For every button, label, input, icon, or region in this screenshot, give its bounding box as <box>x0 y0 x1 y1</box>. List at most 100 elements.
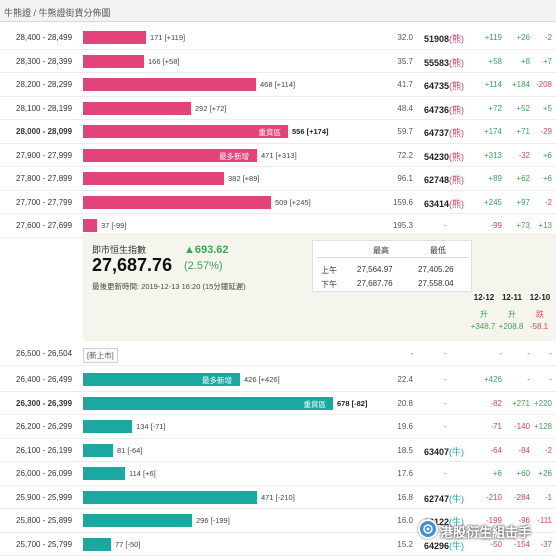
bear-volume-bar[interactable] <box>83 101 191 115</box>
daily-change-c2: -140 <box>513 422 530 431</box>
warrant-type: (熊) <box>449 34 465 44</box>
volume-label: 166 [+58] <box>148 56 180 66</box>
bull-volume-bar[interactable] <box>83 373 240 386</box>
bear-volume-bar[interactable] <box>83 78 256 91</box>
bull-volume-bar[interactable] <box>83 490 257 504</box>
table-row[interactable]: 25,900 - 25,999 471 [-210] 16.8 62747(牛) -21… <box>0 486 556 509</box>
warrant-code-link[interactable]: 54230(熊) <box>424 150 464 163</box>
bull-volume-bar[interactable] <box>83 537 111 551</box>
day-direction: 升 <box>480 310 488 319</box>
new-listing-tag: [新上市] <box>83 348 118 363</box>
warrant-code: 62747 <box>424 493 450 504</box>
daily-change-c2: - <box>527 375 530 384</box>
daily-change-c3: +26 <box>538 469 552 478</box>
warrant-code-link[interactable]: 64296(牛) <box>424 539 464 552</box>
price-range: 27,800 - 27,899 <box>16 174 73 183</box>
warrant-code-link[interactable]: 55583(熊) <box>424 56 464 69</box>
price-range: 26,500 - 26,504 <box>16 349 73 358</box>
table-row[interactable]: 28,200 - 28,299 468 [+114] 41.7 64735(熊) +11… <box>0 73 556 97</box>
bull-volume-bar[interactable] <box>83 467 125 480</box>
warrant-type: (牛) <box>449 493 465 504</box>
warrant-code: - <box>444 221 447 230</box>
warrant-code-link[interactable]: 51908(熊) <box>424 32 464 45</box>
am-label: 上午 <box>321 266 337 275</box>
volume-label: 114 [+6] <box>129 469 156 478</box>
daily-change-c1: +426 <box>483 375 502 384</box>
warrant-code: - <box>444 398 447 408</box>
table-row[interactable]: 28,300 - 28,399 166 [+58] 35.7 55583(熊) +58 +… <box>0 50 556 73</box>
bull-volume-bar[interactable] <box>83 420 132 433</box>
table-row[interactable]: 27,800 - 27,899 382 [+89] 96.1 62748(熊) +89 +… <box>0 167 556 191</box>
table-row[interactable]: 26,200 - 26,299 134 [-71] 19.6 - -71 -140 +128 <box>0 415 556 439</box>
volume-label: 382 [+89] <box>228 174 260 183</box>
price-range: 26,400 - 26,499 <box>16 375 73 384</box>
price-range: 26,200 - 26,299 <box>16 422 73 431</box>
table-row[interactable]: 27,700 - 27,799 509 [+245] 159.6 63414(熊) +2… <box>0 191 556 214</box>
percent-value: 16.8 <box>397 492 413 502</box>
day-direction: 跌 <box>536 310 544 319</box>
percent-value: 72.2 <box>397 150 413 160</box>
price-range: 25,700 - 25,799 <box>16 539 73 549</box>
volume-label: 509 [+245] <box>275 197 311 207</box>
table-row[interactable]: 25,800 - 25,899 296 [-199] 16.0 63122(牛) -19… <box>0 509 556 533</box>
warrant-code: 55583 <box>424 57 450 68</box>
bear-volume-bar[interactable] <box>83 125 288 138</box>
warrant-code-link[interactable]: 64737(熊) <box>424 126 464 139</box>
daily-change-c2: +26 <box>516 33 530 42</box>
warrant-code: 64296 <box>424 540 450 551</box>
hsi-panel: 即市恒生指數 27,687.76 ▲693.62 (2.57%) 最後更新時間:… <box>83 233 556 341</box>
price-range: 26,100 - 26,199 <box>16 445 73 455</box>
volume-label: 292 [+72] <box>195 103 227 113</box>
table-row[interactable]: 26,300 - 26,399 重貨區 678 [-82] 20.8 - -82 +271 +… <box>0 392 556 415</box>
bull-volume-bar[interactable] <box>83 443 113 457</box>
warrant-code-link[interactable]: 64736(熊) <box>424 103 464 116</box>
bear-volume-bar[interactable] <box>83 172 224 185</box>
breadcrumb-bar: 牛熊證 / 牛熊證街貨分佈圖 <box>0 0 556 22</box>
warrant-code: - <box>444 422 447 431</box>
table-row[interactable]: 26,400 - 26,499 最多新增 426 [+426] 22.4 - +426 - - <box>0 368 556 392</box>
bear-volume-bar[interactable] <box>83 195 271 209</box>
daily-change-c3: -208 <box>535 80 552 89</box>
bear-volume-bar[interactable] <box>83 31 146 44</box>
bear-volume-bar[interactable] <box>83 148 257 162</box>
daily-change-c1: +89 <box>488 174 502 183</box>
warrant-code-link[interactable]: 63414(熊) <box>424 197 464 210</box>
table-row[interactable]: 28,100 - 28,199 292 [+72] 48.4 64736(熊) +72 +… <box>0 97 556 120</box>
pm-low: 27,558.04 <box>418 279 454 288</box>
warrant-code-link[interactable]: 64735(熊) <box>424 79 464 92</box>
warrant-code-link[interactable]: 63407(牛) <box>424 445 464 458</box>
price-range: 25,800 - 25,899 <box>16 516 73 525</box>
warrant-code: 63122 <box>424 517 450 527</box>
table-row[interactable]: 28,400 - 28,499 171 [+119] 32.0 51908(熊) +11… <box>0 26 556 50</box>
bull-volume-bar[interactable] <box>83 396 333 410</box>
breadcrumb[interactable]: 牛熊證 / 牛熊證街貨分佈圖 <box>4 8 111 18</box>
daily-change-c1: +72 <box>488 103 502 113</box>
daily-change-c1: -99 <box>490 221 502 230</box>
table-row[interactable]: 26,500 - 26,504 [新上市] - - - - - <box>0 342 556 366</box>
table-row[interactable]: 28,000 - 28,099 重貨區 556 [+174] 59.7 64737(熊)… <box>0 120 556 144</box>
daily-change-c1: -50 <box>490 539 502 549</box>
volume-label: 77 [-50] <box>115 539 141 549</box>
daily-change-c2: +71 <box>516 127 530 136</box>
bull-volume-bar[interactable] <box>83 514 192 527</box>
daily-change-c1: +58 <box>488 56 502 66</box>
bear-volume-bar[interactable] <box>83 219 97 232</box>
percent-value: 19.6 <box>397 422 413 431</box>
bear-volume-bar[interactable] <box>83 54 144 68</box>
table-row[interactable]: 26,100 - 26,199 81 [-64] 18.5 63407(牛) -64 -8… <box>0 439 556 462</box>
table-row[interactable]: 26,000 - 26,099 114 [+6] 17.6 - +6 +60 +26 <box>0 462 556 486</box>
table-row[interactable]: 27,900 - 27,999 最多新增 471 [+313] 72.2 54230(熊… <box>0 144 556 167</box>
daily-change-c2: +52 <box>516 103 530 113</box>
warrant-code-link[interactable]: 62748(熊) <box>424 173 464 186</box>
price-range: 28,100 - 28,199 <box>16 103 73 113</box>
table-row[interactable]: 25,700 - 25,799 77 [-50] 15.2 64296(牛) -50 -1… <box>0 533 556 556</box>
warrant-code-link[interactable]: 63122(牛) <box>424 515 464 528</box>
warrant-code-link[interactable]: 62747(牛) <box>424 492 464 505</box>
percent-value: 20.8 <box>397 398 413 408</box>
price-range: 28,000 - 28,099 <box>16 127 73 136</box>
warrant-type: (熊) <box>449 81 465 91</box>
pm-high: 27,687.76 <box>357 279 393 288</box>
warrant-code: 63407 <box>424 446 450 457</box>
warrant-code: 64737 <box>424 128 450 138</box>
warrant-code: 62748 <box>424 175 450 185</box>
